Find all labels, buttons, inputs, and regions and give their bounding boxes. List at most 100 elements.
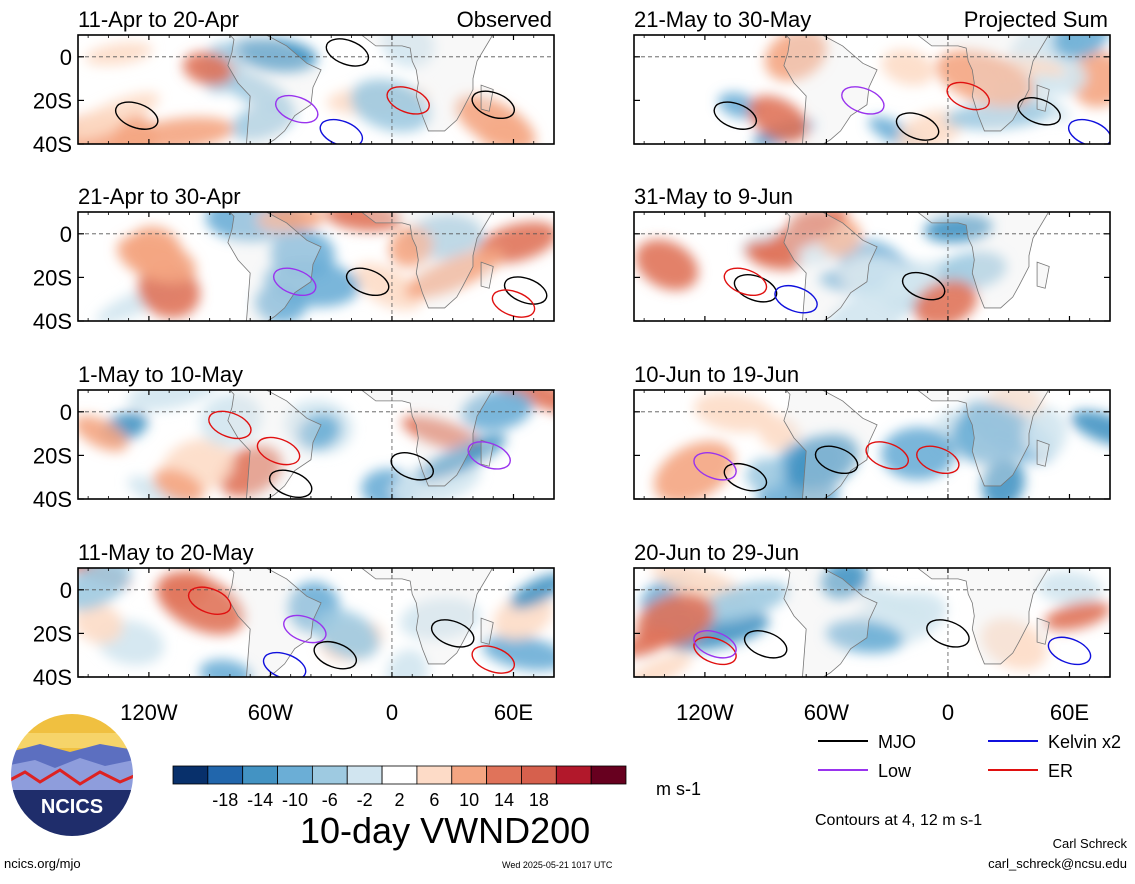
contour-kelvin-x2 [1047, 636, 1092, 666]
panel-title: 10-Jun to 19-Jun [634, 362, 799, 387]
contour-mjo [268, 469, 313, 498]
contour-mjo [814, 445, 859, 475]
contour-er [865, 441, 909, 470]
contour-mjo [733, 274, 778, 303]
x-tick-label: 0 [942, 700, 954, 725]
panel-title: 1-May to 10-May [78, 362, 243, 387]
logo-text: NCICS [41, 796, 103, 818]
y-tick-label: 40S [33, 665, 72, 690]
y-tick-label: 20S [33, 88, 72, 113]
footer-timestamp: Wed 2025-05-21 1017 UTC [502, 860, 613, 870]
map-panel-8: 20-Jun to 29-Jun [633, 540, 1111, 678]
colorbar-swatch [486, 765, 522, 785]
panel-title: 21-May to 30-May [634, 7, 811, 32]
coastline [783, 568, 1050, 677]
colorbar-label: -6 [322, 790, 338, 810]
map-panel-5: 21-May to 30-May Projected Sum [633, 7, 1111, 145]
coastline [227, 212, 494, 321]
colorbar-label: 18 [529, 790, 549, 810]
contour-low [272, 267, 317, 297]
colorbar-label: 6 [429, 790, 439, 810]
contour-mjo [743, 630, 788, 659]
colorbar-swatch [416, 765, 453, 785]
panel-frame [633, 211, 1111, 322]
contour-mjo [325, 38, 370, 67]
contour-mjo [503, 276, 548, 305]
colorbar-swatch [555, 765, 592, 785]
coastline [227, 390, 494, 499]
legend-label: ER [1048, 761, 1073, 781]
colorbar-label: -14 [247, 790, 273, 810]
map-panel-6: 31-May to 9-Jun [633, 184, 1111, 322]
x-tick-label: 60W [248, 700, 293, 725]
footer-author: Carl Schreck [1052, 836, 1127, 851]
x-tick-label: 120W [120, 700, 178, 725]
x-tick-label: 60E [494, 700, 533, 725]
contour-low [283, 614, 327, 644]
colorbar-label: 14 [494, 790, 514, 810]
contour-kelvin-x2 [319, 118, 364, 144]
colorbar-label: 10 [459, 790, 479, 810]
panel-frame [77, 389, 555, 500]
contour-low [841, 86, 885, 115]
coastline [783, 212, 1050, 321]
contour-mjo [390, 452, 434, 481]
shading-field [653, 390, 1110, 499]
footer-email[interactable]: carl_schreck@ncsu.edu [988, 856, 1127, 871]
colorbar-swatch [277, 765, 313, 785]
contour-kelvin-x2 [774, 284, 818, 314]
coastline [227, 35, 494, 144]
contour-er [256, 436, 301, 466]
colorbar-swatch [521, 765, 557, 785]
colorbar-swatch [346, 765, 383, 785]
contour-mjo [895, 112, 940, 141]
contour-mjo [723, 462, 768, 492]
y-tick-label: 20S [33, 621, 72, 646]
x-axis-labels: 120W 60W 0 60E 120W 60W 0 60E [120, 700, 1089, 725]
map-panel-1: 0 20S 40S 11-Apr to 20-Apr Observed [33, 7, 555, 157]
panel-title: 20-Jun to 29-Jun [634, 540, 799, 565]
y-tick-label: 40S [33, 132, 72, 157]
contour-low [274, 94, 319, 124]
colorbar-label: -18 [212, 790, 238, 810]
figure-title: 10-day VWND200 [300, 810, 590, 851]
contour-mjo [713, 101, 758, 130]
contour-kelvin-x2 [1067, 118, 1110, 144]
legend-label: Low [878, 761, 912, 781]
contour-low [467, 441, 511, 470]
x-tick-label: 60W [804, 700, 849, 725]
y-tick-label: 0 [60, 578, 72, 603]
coastline [783, 35, 1050, 144]
map-panel-4: 0 20S 40S 11-May to 20-May [33, 540, 555, 690]
contour-mjo [471, 90, 516, 120]
panels-layer: 0 20S 40S 11-Apr to 20-Apr Observed 0 20S 40S 21… [33, 7, 1111, 690]
colorbar-swatch [451, 765, 488, 785]
contour-mjo [926, 619, 970, 648]
contour-mjo [313, 640, 358, 670]
contour-er [386, 86, 430, 115]
legend: MJO Kelvin x2 Low ER [818, 732, 1121, 781]
colorbar: -18 -14 -10 -6 -2 2 6 10 14 18 [172, 765, 627, 810]
colorbar-units: m s-1 [656, 779, 701, 799]
panel-title: 21-Apr to 30-Apr [78, 184, 241, 209]
contour-er [491, 289, 536, 318]
footer-url[interactable]: ncics.org/mjo [4, 856, 81, 871]
shading-field [78, 568, 554, 677]
contour-er [723, 267, 768, 297]
y-tick-label: 40S [33, 309, 72, 334]
panel-frame [633, 34, 1111, 145]
legend-label: MJO [878, 732, 916, 752]
panel-tag: Projected Sum [964, 7, 1108, 32]
y-tick-label: 20S [33, 265, 72, 290]
y-tick-label: 20S [33, 443, 72, 468]
panel-frame [77, 567, 555, 678]
x-tick-label: 60E [1050, 700, 1089, 725]
x-tick-label: 120W [676, 700, 734, 725]
contour-er [916, 445, 960, 475]
colorbar-label: -2 [357, 790, 373, 810]
contour-er [187, 586, 232, 615]
colorbar-label: 2 [394, 790, 404, 810]
panel-title: 11-May to 20-May [78, 540, 254, 565]
panel-title: 11-Apr to 20-Apr [78, 7, 239, 32]
